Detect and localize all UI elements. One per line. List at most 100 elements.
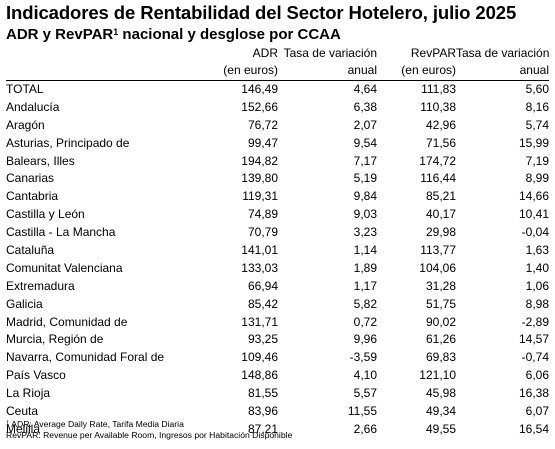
table-row: Balears, Illes 194,82 7,17 174,72 7,19 [6,153,549,171]
table-row: Cantabria 119,31 9,84 85,21 14,66 [6,188,549,206]
table-row: País Vasco 148,86 4,10 121,10 6,06 [6,367,549,385]
cell-revpar: 116,44 [420,171,456,186]
cell-revpar-variation: 7,19 [525,153,549,168]
cell-adr: 148,86 [241,368,278,383]
cell-adr-variation: 7,17 [353,153,377,168]
header-adr: ADR [252,46,278,60]
cell-revpar: 90,02 [425,314,456,329]
cell-revpar-variation: 16,54 [518,421,549,436]
cell-revpar-variation: -0,04 [521,225,549,240]
cell-revpar: 121,10 [419,368,456,383]
cell-adr-variation: 2,66 [353,421,377,436]
cell-adr: 146,49 [241,82,278,96]
cell-adr: 70,79 [247,225,278,240]
cell-revpar: 111,83 [421,82,456,96]
cell-adr: 133,03 [241,260,278,275]
table-row: Extremadura 66,94 1,17 31,28 1,06 [6,278,549,296]
cell-revpar-variation: -2,89 [521,314,549,329]
cell-revpar: 104,06 [419,260,456,275]
subtitle-footnote-mark: 1 [113,27,119,37]
table-row: Navarra, Comunidad Foral de 109,46 -3,59 69… [6,349,549,367]
subtitle-text: ADR y RevPAR [6,26,114,43]
cell-revpar-variation: 6,06 [525,368,549,383]
header-revpar: RevPAR [410,46,456,60]
table-row: Ceuta 83,96 11,55 49,34 6,07 [6,403,549,421]
table-row: Cataluña 141,01 1,14 113,77 1,63 [6,242,549,260]
cell-revpar: 42,96 [425,117,456,132]
table-row: Castilla - La Mancha 70,79 3,23 29,98 -0,04 [6,224,549,242]
table-row: TOTAL 146,49 4,64 111,83 5,60 [6,81,549,99]
cell-adr: 141,01 [241,243,278,258]
cell-adr: 139,80 [241,171,278,186]
cell-region: Canarias [6,171,55,186]
cell-region: Aragón [6,117,45,132]
table-row: Melilla 87,21 2,66 49,55 16,54 [6,421,549,439]
header-row-2: (en euros) anual (en euros) anual [6,62,549,79]
table-row: Madrid, Comunidad de 131,71 0,72 90,02 -2,89 [6,314,549,332]
cell-region: Andalucía [6,99,60,114]
header-region [6,45,204,62]
cell-region: Madrid, Comunidad de [6,314,128,329]
header-region-sub [6,62,204,79]
table-row: Asturias, Principado de 99,47 9,54 71,56 15,… [6,135,549,153]
cell-adr: 131,71 [241,314,278,329]
table-row: Castilla y León 74,89 9,03 40,17 10,41 [6,206,549,224]
footnote-adr: 1 ADR: Average Daily Rate, Tarifa Media … [6,419,292,430]
cell-region: Castilla y León [6,207,85,222]
cell-adr-variation: 5,57 [353,386,377,401]
cell-revpar-variation: 10,41 [518,207,549,222]
cell-adr: 93,25 [247,332,278,347]
table-row: Comunitat Valenciana 133,03 1,89 104,06 1,40 [6,260,549,278]
cell-adr-variation: 6,38 [353,99,377,114]
cell-adr: 87,21 [247,421,278,436]
cell-revpar-variation: 1,40 [525,260,549,275]
cell-revpar-variation: 8,16 [525,99,549,114]
cell-adr-variation: 9,84 [353,189,377,204]
table-row: La Rioja 81,55 5,57 45,98 16,38 [6,385,549,403]
cell-adr-variation: 3,23 [353,225,377,240]
footnote-adr-text: ADR: Average Daily Rate, Tarifa Media Di… [9,419,184,429]
cell-adr-variation: 1,89 [353,260,377,275]
cell-adr-variation: 4,64 [353,82,377,96]
cell-revpar-variation: 6,07 [525,404,549,419]
header-adr-variation: Tasa de variación [283,46,377,60]
cell-region: Cataluña [6,243,55,258]
header-divider [6,80,549,81]
cell-revpar-variation: 1,06 [525,278,549,293]
header-revpar-variation-sub: anual [519,63,549,77]
cell-adr: 109,46 [241,350,278,365]
cell-region: Asturias, Principado de [6,135,130,150]
cell-revpar: 51,75 [425,296,456,311]
cell-adr: 83,96 [247,404,278,419]
cell-revpar: 29,98 [425,225,456,240]
cell-adr-variation: 1,14 [353,243,377,258]
cell-revpar: 113,77 [420,243,456,258]
cell-adr-variation: -3,59 [349,350,377,365]
page-subtitle: ADR y RevPAR1 nacional y desglose por CC… [6,24,549,45]
footnotes: 1 ADR: Average Daily Rate, Tarifa Media … [6,419,292,441]
table-row: Galicia 85,42 5,82 51,75 8,98 [6,296,549,314]
cell-region: Castilla - La Mancha [6,225,116,240]
cell-region: Extremadura [6,278,75,293]
cell-revpar-variation: 16,38 [518,386,549,401]
cell-adr: 76,72 [247,117,278,132]
table-row: Murcia, Región de 93,25 9,96 61,26 14,57 [6,331,549,349]
cell-revpar: 45,98 [425,386,456,401]
footnote-revpar: RevPAR: Revenue per Available Room, Ingr… [6,430,293,440]
cell-revpar-variation: 8,99 [525,171,549,186]
cell-adr-variation: 5,19 [353,171,377,186]
cell-revpar: 49,55 [425,421,456,436]
cell-adr-variation: 9,96 [353,332,377,347]
cell-region: Galicia [6,296,43,311]
cell-revpar-variation: 5,74 [525,117,549,132]
cell-adr: 66,94 [247,278,278,293]
header-revpar-unit: (en euros) [401,63,456,77]
table-row: Canarias 139,80 5,19 116,44 8,99 [6,170,549,188]
cell-region: Navarra, Comunidad Foral de [6,350,165,365]
cell-adr: 194,82 [241,153,278,168]
cell-adr-variation: 9,54 [353,135,377,150]
cell-adr: 74,89 [247,207,278,222]
cell-region: La Rioja [6,386,51,401]
cell-revpar: 49,34 [425,404,456,419]
